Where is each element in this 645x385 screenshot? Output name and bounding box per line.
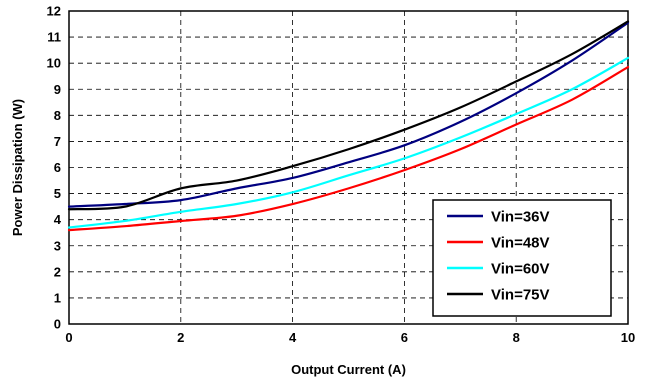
x-tick-label: 6 — [401, 330, 408, 345]
y-tick-label: 10 — [47, 56, 61, 71]
y-tick-label: 0 — [54, 317, 61, 332]
x-tick-label: 4 — [289, 330, 297, 345]
y-tick-label: 6 — [54, 160, 61, 175]
legend-entry-label: Vin=60V — [491, 261, 550, 278]
y-tick-label: 9 — [54, 82, 61, 97]
y-tick-label: 7 — [54, 134, 61, 149]
plot-frame — [68, 10, 629, 325]
y-tick-label: 4 — [54, 212, 62, 227]
legend-entry-label: Vin=36V — [491, 209, 550, 226]
y-tick-label: 8 — [54, 108, 61, 123]
series-lines — [67, 20, 630, 232]
y-axis-label: Power Dissipation (W) — [10, 99, 25, 236]
series-line-vin-60v — [67, 56, 630, 229]
series-line-vin-36v — [67, 21, 630, 208]
y-tick-label: 3 — [54, 238, 61, 253]
x-tick-label: 8 — [513, 330, 520, 345]
y-tick-label: 1 — [54, 290, 61, 305]
y-tick-label: 11 — [47, 30, 61, 45]
series-line-vin-75v — [67, 20, 630, 211]
x-tick-label: 10 — [621, 330, 635, 345]
x-tick-label: 0 — [65, 330, 72, 345]
series-line-vin-48v — [67, 65, 630, 232]
legend-entry-label: Vin=48V — [491, 235, 550, 252]
y-tick-label: 5 — [54, 186, 61, 201]
legend-entry-label: Vin=75V — [491, 287, 550, 304]
legend-box — [432, 199, 612, 317]
legend: Vin=36V Vin=48V Vin=60V Vin=75V — [432, 199, 612, 317]
y-tick-label: 12 — [47, 4, 61, 19]
x-axis-label: Output Current (A) — [291, 362, 406, 377]
y-tick-label: 2 — [54, 264, 61, 279]
x-tick-label: 2 — [177, 330, 184, 345]
